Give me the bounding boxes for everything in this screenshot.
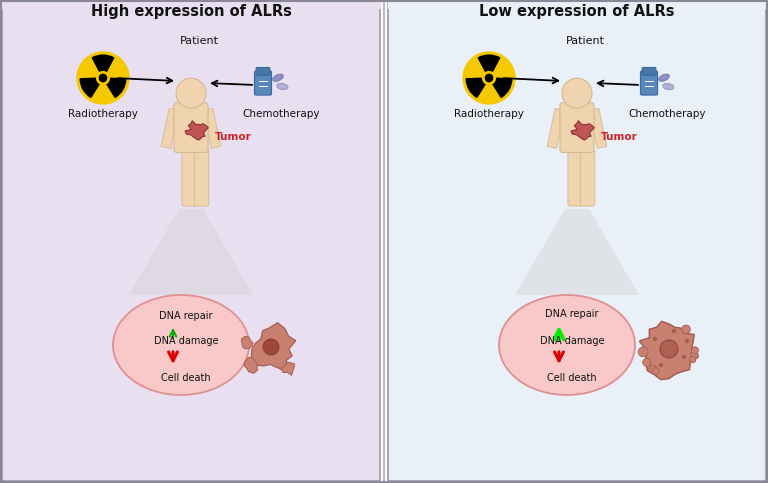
Polygon shape	[185, 121, 208, 140]
Text: Patient: Patient	[565, 36, 604, 46]
Ellipse shape	[113, 295, 249, 395]
Wedge shape	[466, 78, 485, 98]
Polygon shape	[161, 108, 179, 148]
Polygon shape	[388, 2, 766, 481]
FancyBboxPatch shape	[581, 149, 595, 206]
FancyBboxPatch shape	[194, 149, 209, 206]
Polygon shape	[640, 321, 699, 380]
Circle shape	[77, 52, 129, 104]
Text: Patient: Patient	[180, 36, 219, 46]
Text: Cell death: Cell death	[161, 373, 210, 383]
Circle shape	[176, 78, 206, 108]
Text: Radiotherapy: Radiotherapy	[68, 109, 138, 119]
Wedge shape	[107, 78, 126, 98]
Ellipse shape	[276, 84, 288, 90]
Text: Tumor: Tumor	[601, 132, 637, 142]
FancyBboxPatch shape	[568, 149, 582, 206]
Polygon shape	[281, 362, 295, 375]
Polygon shape	[589, 108, 607, 148]
Text: DNA damage: DNA damage	[540, 336, 604, 346]
FancyBboxPatch shape	[560, 102, 594, 153]
Ellipse shape	[659, 74, 669, 82]
Circle shape	[638, 347, 648, 357]
Wedge shape	[80, 78, 99, 98]
Text: High expression of ALRs: High expression of ALRs	[91, 4, 291, 19]
Circle shape	[682, 325, 690, 334]
Circle shape	[660, 340, 678, 358]
Text: Tumor: Tumor	[215, 132, 252, 142]
Circle shape	[672, 329, 676, 333]
Circle shape	[690, 356, 696, 363]
FancyBboxPatch shape	[182, 149, 197, 206]
Ellipse shape	[499, 295, 635, 395]
Circle shape	[263, 339, 279, 355]
Circle shape	[649, 366, 657, 373]
Circle shape	[685, 339, 689, 343]
Polygon shape	[251, 323, 296, 371]
Circle shape	[482, 71, 496, 85]
Polygon shape	[241, 337, 253, 349]
Text: Chemotherapy: Chemotherapy	[628, 109, 706, 119]
Circle shape	[562, 78, 592, 108]
Polygon shape	[129, 209, 253, 295]
Polygon shape	[547, 108, 564, 148]
Polygon shape	[571, 121, 594, 140]
Polygon shape	[2, 2, 380, 481]
Polygon shape	[515, 209, 639, 295]
FancyBboxPatch shape	[174, 102, 208, 153]
Ellipse shape	[273, 74, 283, 82]
Circle shape	[643, 358, 650, 366]
FancyBboxPatch shape	[642, 68, 656, 75]
Text: DNA repair: DNA repair	[159, 311, 213, 321]
Text: DNA repair: DNA repair	[545, 309, 599, 319]
Wedge shape	[92, 55, 114, 71]
Polygon shape	[204, 108, 221, 148]
Circle shape	[485, 74, 492, 82]
Wedge shape	[478, 55, 500, 71]
Ellipse shape	[663, 84, 674, 90]
Circle shape	[463, 52, 515, 104]
Circle shape	[691, 347, 699, 354]
Text: Cell death: Cell death	[547, 373, 597, 383]
Text: Chemotherapy: Chemotherapy	[242, 109, 319, 119]
Circle shape	[653, 337, 657, 341]
Text: Radiotherapy: Radiotherapy	[454, 109, 524, 119]
Circle shape	[99, 74, 107, 82]
Circle shape	[652, 368, 659, 375]
Circle shape	[690, 351, 698, 359]
FancyBboxPatch shape	[254, 71, 272, 95]
Circle shape	[659, 363, 664, 367]
Polygon shape	[243, 357, 258, 373]
FancyBboxPatch shape	[257, 68, 270, 75]
FancyBboxPatch shape	[641, 71, 657, 95]
Text: Low expression of ALRs: Low expression of ALRs	[479, 4, 675, 19]
Wedge shape	[493, 78, 511, 98]
Circle shape	[682, 355, 686, 359]
Text: DNA damage: DNA damage	[154, 336, 218, 346]
Circle shape	[96, 71, 111, 85]
